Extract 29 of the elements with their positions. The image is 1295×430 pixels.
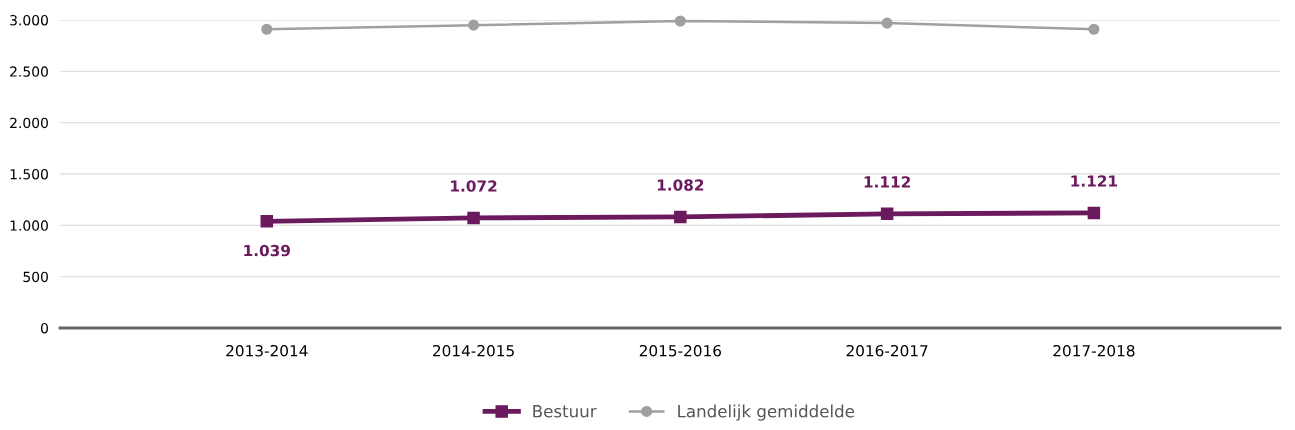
x-tick-label: 2015-2016 xyxy=(639,344,722,357)
point xyxy=(1087,206,1101,220)
point xyxy=(468,19,480,31)
point xyxy=(260,215,274,228)
y-tick-label: 2.500 xyxy=(10,66,48,77)
point xyxy=(261,23,273,35)
y-tick-label: 2.000 xyxy=(10,117,48,129)
y-tick-label: 1.500 xyxy=(10,168,48,180)
y-tick-label: 1.000 xyxy=(10,220,48,231)
x-tick-label: 2013-2014 xyxy=(226,344,308,357)
data-label: 1.112 xyxy=(864,176,910,188)
y-tick-label: 3.000 xyxy=(10,14,48,26)
point xyxy=(880,207,894,221)
x-tick-label: 2016-2017 xyxy=(846,344,928,357)
x-tick-label: 2014-2015 xyxy=(433,344,514,357)
legend-label: Bestuur xyxy=(533,405,597,418)
data-label: 1.121 xyxy=(1071,175,1118,187)
data-label: 1.082 xyxy=(657,179,704,191)
point xyxy=(674,15,686,27)
point xyxy=(881,17,893,29)
data-label: 1.039 xyxy=(244,244,290,257)
y-tick-label: 500 xyxy=(23,271,48,283)
point xyxy=(674,210,687,224)
x-tick-label: 2017-2018 xyxy=(1053,344,1135,357)
legend-label: Landelijk gemiddelde xyxy=(678,404,855,421)
point xyxy=(1088,23,1100,35)
y-tick-label: 0 xyxy=(40,322,48,334)
point xyxy=(467,211,480,225)
data-label: 1.072 xyxy=(451,180,497,192)
